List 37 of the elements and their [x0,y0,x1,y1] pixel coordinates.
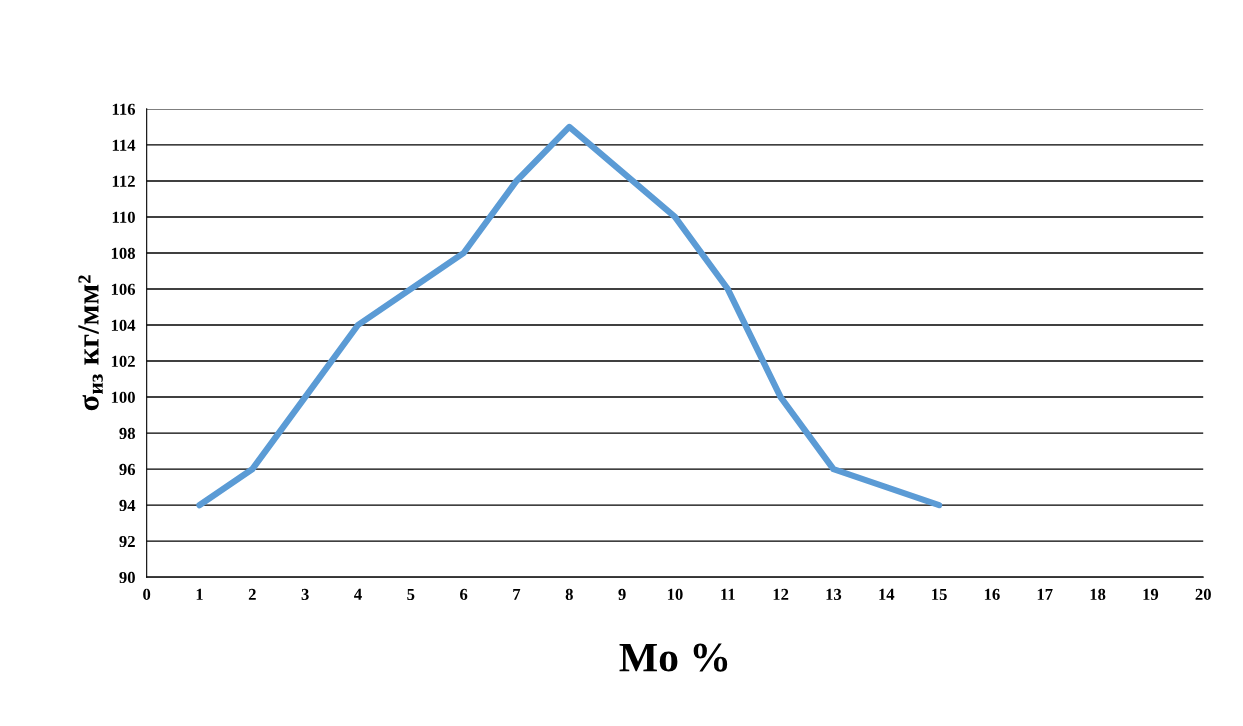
x-tick-label: 4 [354,588,362,600]
y-tick-label: 106 [111,283,136,295]
x-tick-label: 2 [248,588,256,600]
x-tick-label: 14 [879,588,895,600]
y-axis-title: σ$_{из}$ кг/мм² [78,275,103,411]
x-tick-label: 12 [773,588,789,600]
y-tick-label: 108 [111,247,136,259]
x-tick-label: 9 [618,588,626,601]
x-tick-label: 15 [932,588,947,601]
x-tick-label: 5 [407,588,415,601]
y-tick-label: 98 [119,427,136,440]
y-tick-label: 96 [119,463,136,476]
x-axis-title: Mo % [619,643,728,672]
y-tick-label: 94 [119,499,136,512]
x-tick-label: 11 [721,588,735,600]
x-tick-label: 1 [196,588,203,600]
x-tick-label: 19 [1143,588,1159,601]
y-tick-label: 100 [111,391,135,404]
x-tick-label: 10 [667,588,683,601]
y-tick-label: 92 [119,535,135,548]
x-tick-label: 8 [565,588,573,601]
x-tick-label: 18 [1090,588,1106,601]
y-tick-label: 102 [111,355,135,367]
x-tick-label: 0 [143,588,151,601]
x-tick-label: 3 [301,588,309,601]
y-tick-label: 110 [112,211,135,223]
y-tick-label: 114 [112,139,136,151]
x-tick-label: 7 [513,588,521,600]
y-tick-label: 104 [111,319,136,331]
x-tick-label: 16 [984,588,1000,601]
y-tick-label: 116 [112,103,136,115]
x-tick-label: 20 [1195,588,1211,601]
x-tick-label: 17 [1037,588,1053,600]
y-tick-label: 112 [112,175,135,187]
y-tick-label: 90 [119,571,135,584]
x-tick-label: 6 [460,588,468,601]
x-tick-label: 13 [826,588,842,601]
